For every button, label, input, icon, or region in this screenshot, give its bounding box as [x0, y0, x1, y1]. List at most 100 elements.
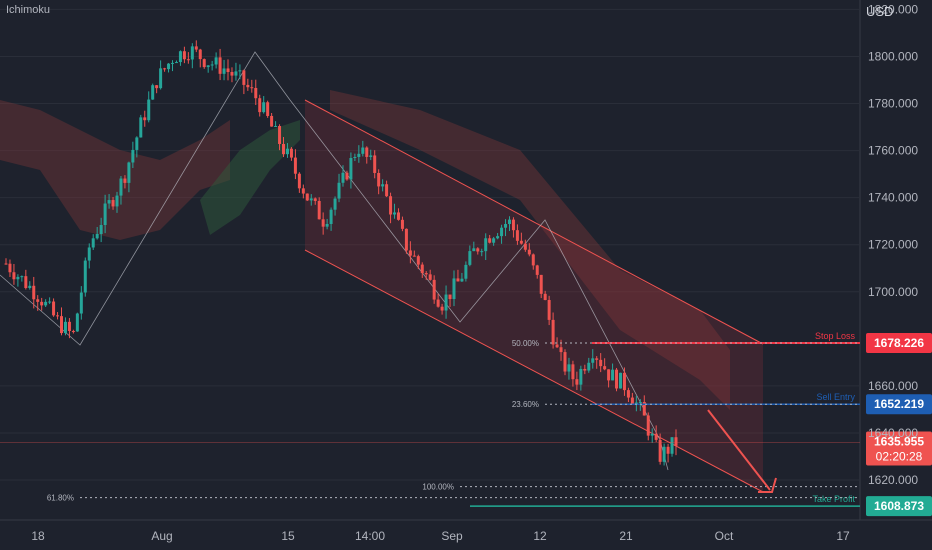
level-name-stop: Stop Loss — [815, 331, 856, 341]
candle-body — [420, 264, 424, 274]
candle-body — [543, 293, 547, 301]
candle-body — [611, 369, 615, 381]
candle-body — [595, 358, 599, 360]
candle-body — [258, 98, 262, 113]
candle-body — [345, 172, 349, 180]
candle-body — [32, 285, 36, 300]
candle-body — [393, 212, 397, 215]
candle-body — [254, 87, 258, 99]
fib-label: 61.80% — [47, 494, 74, 503]
candle-body — [119, 178, 123, 196]
candle-body — [670, 437, 674, 454]
candle-body — [329, 209, 333, 224]
x-tick-label: Aug — [151, 529, 172, 543]
candle-body — [190, 46, 194, 60]
candle-body — [424, 273, 428, 275]
candle-body — [238, 70, 242, 72]
y-tick-label: 1660.000 — [868, 379, 918, 393]
candle-body — [563, 352, 567, 372]
candle-body — [250, 87, 254, 89]
candle-body — [174, 62, 178, 64]
candle-body — [297, 173, 301, 189]
candle-body — [500, 227, 504, 237]
candle-body — [285, 148, 289, 155]
currency-label: USD — [866, 4, 894, 19]
candle-body — [127, 162, 131, 183]
x-tick-label: Sep — [441, 529, 463, 543]
candle-body — [214, 57, 218, 65]
candle-body — [12, 272, 16, 280]
candle-body — [365, 147, 369, 157]
candle-body — [63, 321, 67, 334]
candle-body — [615, 369, 619, 389]
candle-body — [198, 49, 202, 60]
descending-channel — [305, 100, 763, 492]
candle-body — [309, 198, 313, 201]
candle-body — [282, 143, 286, 155]
candle-body — [389, 196, 393, 215]
candle-body — [143, 117, 147, 121]
candle-body — [278, 126, 282, 144]
candle-body — [654, 433, 658, 440]
candle-body — [381, 184, 385, 187]
candle-body — [626, 390, 630, 398]
candle-body — [527, 249, 531, 255]
candle-body — [551, 319, 555, 345]
y-tick-label: 1820.000 — [868, 2, 918, 16]
candle-body — [591, 358, 595, 363]
candle-body — [202, 59, 206, 68]
candle-body — [476, 248, 480, 252]
candle-body — [650, 433, 654, 436]
candle-body — [91, 238, 95, 248]
candle-body — [56, 315, 60, 317]
y-tick-label: 1640.000 — [868, 426, 918, 440]
candle-body — [40, 301, 44, 306]
candle-body — [468, 251, 472, 265]
candle-body — [36, 299, 40, 302]
candle-body — [222, 68, 226, 74]
candle-body — [206, 65, 210, 68]
candle-body — [325, 223, 329, 227]
candle-body — [583, 368, 587, 371]
candle-body — [488, 238, 492, 243]
candle-body — [630, 397, 634, 405]
y-tick-label: 1800.000 — [868, 49, 918, 63]
candle-body — [357, 153, 361, 157]
candle-body — [337, 182, 341, 199]
ichimoku-cloud-green — [200, 120, 300, 235]
level-value-stop: 1678.226 — [874, 336, 924, 350]
candle-body — [456, 278, 460, 282]
candle-body — [8, 263, 12, 273]
candle-body — [547, 300, 551, 320]
candle-body — [666, 446, 670, 454]
candle-body — [539, 274, 543, 294]
candle-body — [270, 115, 274, 127]
candle-body — [234, 71, 238, 76]
candle-body — [52, 301, 56, 316]
candle-body — [79, 292, 83, 314]
ichimoku-cloud-red-2 — [330, 90, 730, 410]
x-tick-label: 12 — [533, 529, 547, 543]
candle-body — [472, 248, 476, 252]
candle-body — [559, 347, 563, 353]
y-tick-label: 1720.000 — [868, 238, 918, 252]
candle-body — [492, 238, 496, 243]
candle-body — [416, 256, 420, 265]
candle-body — [301, 188, 305, 194]
y-tick-label: 1760.000 — [868, 144, 918, 158]
candle-body — [289, 148, 293, 158]
candle-body — [159, 68, 163, 89]
projection-arrow — [707, 409, 771, 491]
candle-body — [396, 212, 400, 220]
y-tick-label: 1620.000 — [868, 473, 918, 487]
fib-label: 50.00% — [512, 339, 539, 348]
candle-body — [464, 264, 468, 279]
level-name-entry: Sell Entry — [816, 392, 855, 402]
candle-body — [571, 364, 575, 380]
level-value-entry: 1652.219 — [874, 397, 924, 411]
candle-body — [412, 255, 416, 257]
level-badge-entry — [866, 394, 932, 415]
candle-body — [377, 172, 381, 187]
